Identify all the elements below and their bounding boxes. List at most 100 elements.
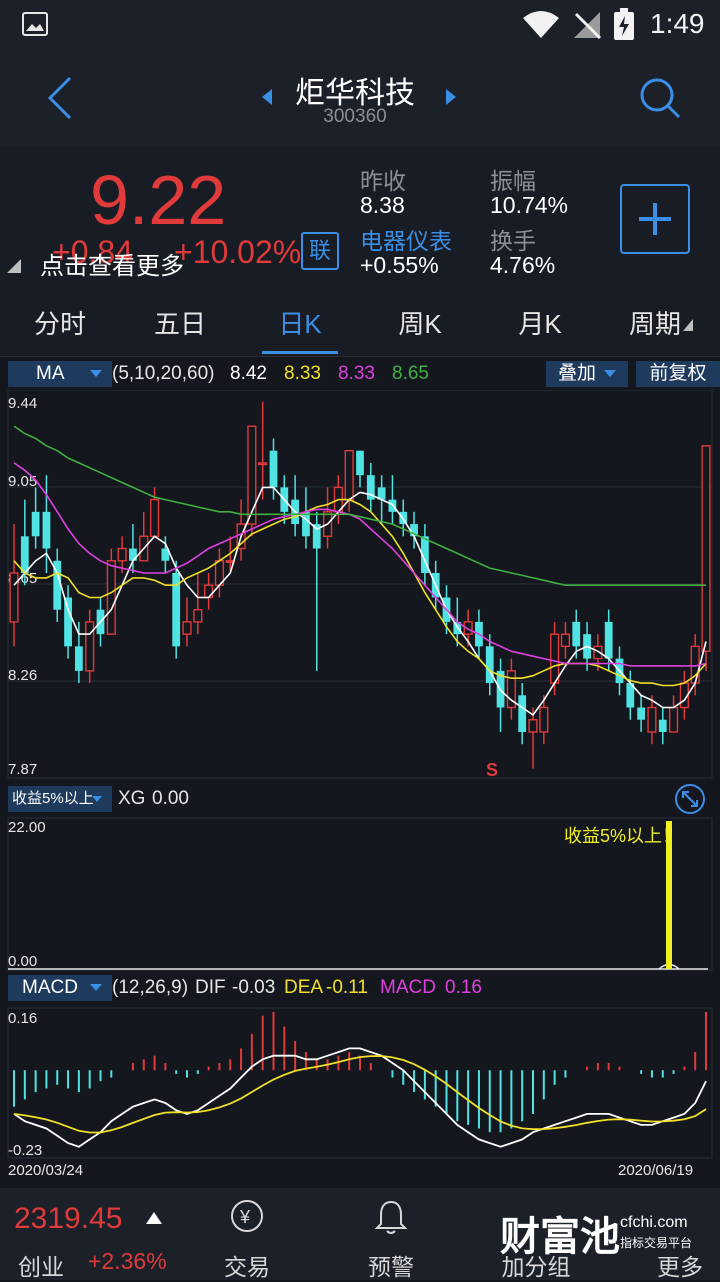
candle-down [572,621,581,647]
candle-down [64,597,72,647]
active-tab-indicator [262,351,338,354]
overlay-label: 叠加 [558,363,597,384]
add-watchlist-button[interactable] [620,184,690,254]
chevron-down-icon [90,370,102,377]
wifi-icon [523,11,559,38]
candle-up [193,608,203,623]
ma-indicator-select[interactable]: MA [8,361,112,387]
candle-up [560,633,571,648]
adjust-button[interactable]: 前复权 [636,361,720,387]
macd-axis-top: 0.16 [8,1010,37,1027]
tab-daily-k[interactable]: 日K [278,309,322,339]
macd-axis-bottom: -0.23 [8,1142,42,1159]
candle-down [53,560,62,610]
candle-down [626,683,635,708]
candle-up [258,462,268,466]
macd-indicator-label: MACD [22,977,78,998]
candle-up [149,498,160,538]
next-stock-icon[interactable] [444,88,458,106]
candle-up [182,621,192,635]
candle-up [106,560,116,635]
bell-icon[interactable] [374,1198,408,1236]
date-end: 2020/06/19 [618,1162,693,1179]
gallery-icon [22,12,48,36]
tab-weekly-k[interactable]: 周K [398,309,442,339]
turnover-value: 4.76% [490,252,556,278]
search-icon[interactable] [638,76,682,120]
xg-frame [7,817,713,971]
price-axis-tick: 9.44 [8,395,37,412]
link-badge[interactable]: 联 [301,232,339,270]
yen-glyph: ¥ [239,1207,251,1227]
clock: 1:49 [650,8,705,39]
candle-down [42,511,51,549]
candle-up [247,425,257,525]
macd-value: 0.16 [445,977,482,998]
kline-chart[interactable]: 9.44 9.05 8.65 8.26 7.87 S 22.00 0.00 收益… [0,390,720,1188]
xg-signal-label: 收益5%以上！ [564,826,680,846]
ma60-value: 8.65 [392,363,429,384]
ma60-line [13,425,706,586]
candle-up [647,706,657,733]
bottom-tab-trade[interactable]: 交易 [224,1254,270,1280]
candle-up [593,645,603,660]
trade-icon[interactable]: ¥ [229,1198,265,1234]
more-tip[interactable]: 点击查看更多 [40,253,184,280]
macd-indicator-select[interactable]: MACD [8,975,112,1001]
bottom-tab-add-group[interactable]: 加分组 [501,1254,571,1280]
candle-down [518,695,527,732]
ma-indicator-label: MA [36,363,65,384]
index-name: 创业 [18,1254,64,1280]
ma20-line [13,462,707,667]
quote-panel[interactable]: 9.22 +0.84 +10.02% 点击查看更多 联 昨收 8.38 电器仪表… [0,146,720,294]
header: 炬华科技 300360 [0,50,720,146]
ma20-value: 8.33 [338,363,375,384]
xg-indicator-select[interactable]: 收益5%以上 [8,786,112,812]
candle-up [506,670,516,709]
candle-down [161,548,170,561]
sector-name[interactable]: 电器仪表 [360,228,452,254]
no-signal-icon [574,12,602,40]
candle-down [410,524,418,537]
candle-down [356,450,364,476]
xg-selector-label: 收益5%以上 [12,790,94,807]
candle-down [302,511,310,537]
macd-label: MACD [380,977,436,998]
xg-label: XG [118,788,146,809]
back-icon[interactable] [44,76,74,120]
candle-down [658,719,667,732]
candle-down [420,536,429,573]
amplitude-label: 振幅 [490,168,536,194]
overlay-select[interactable]: 叠加 [546,361,628,387]
price-axis-tick: 7.87 [8,761,37,778]
ma10-value: 8.33 [284,363,321,384]
tab-intraday[interactable]: 分时 [33,309,86,339]
bottom-tab-more[interactable]: 更多 [657,1254,703,1280]
candle-down [172,572,181,647]
tab-monthly-k[interactable]: 月K [518,309,562,339]
candle-up [204,584,214,599]
tab-period[interactable]: 周期 [628,309,681,339]
candle-down [485,646,494,684]
bottom-tab-alert[interactable]: 预警 [368,1254,414,1280]
candle-down [269,450,278,488]
expand-icon[interactable] [674,783,706,815]
candle-down [31,511,40,537]
dif-value: -0.03 [232,977,276,998]
tab-five-day[interactable]: 五日 [153,309,206,339]
dif-label: DIF [195,977,226,998]
candle-up [668,706,679,733]
ma5-value: 8.42 [230,363,267,384]
candle-down [129,548,137,561]
chevron-down-icon [604,370,616,377]
candle-down [74,646,83,671]
stock-name: 炬华科技 [295,77,415,110]
prev-stock-icon[interactable] [260,88,274,106]
xg-value: 0.00 [152,788,189,809]
date-start: 2020/03/24 [8,1162,83,1179]
candle-up [701,445,711,652]
index-value[interactable]: 2319.45 [14,1202,123,1235]
macd-params: (12,26,9) [112,977,189,998]
watermark-site: cfchi.com [620,1214,688,1231]
xg-axis-top: 22.00 [8,819,46,836]
